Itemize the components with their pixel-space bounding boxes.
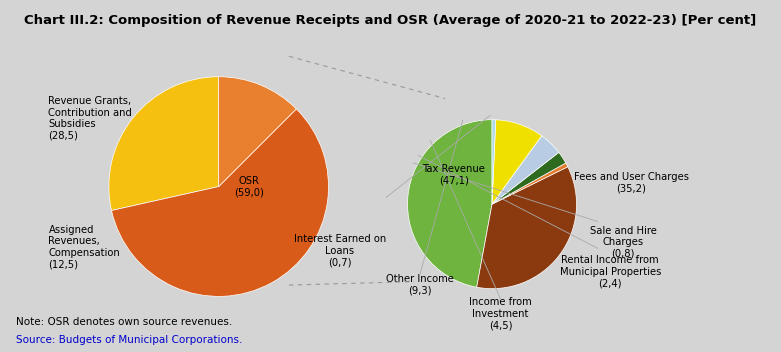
Text: Sale and Hire
Charges
(0,8): Sale and Hire Charges (0,8) (590, 226, 656, 259)
Text: Revenue Grants,
Contribution and
Subsidies
(28,5): Revenue Grants, Contribution and Subsidi… (48, 96, 132, 141)
Text: Rental Income from
Municipal Properties
(2,4): Rental Income from Municipal Properties … (560, 255, 661, 288)
Wedge shape (219, 77, 296, 187)
Text: Interest Earned on
Loans
(0,7): Interest Earned on Loans (0,7) (294, 234, 386, 267)
Text: Other Income
(9,3): Other Income (9,3) (387, 274, 455, 295)
Wedge shape (492, 163, 568, 204)
Wedge shape (112, 109, 329, 296)
Wedge shape (492, 120, 496, 204)
Text: OSR
(59,0): OSR (59,0) (234, 176, 264, 197)
Wedge shape (492, 152, 565, 204)
Wedge shape (492, 120, 542, 204)
Wedge shape (476, 167, 576, 289)
Wedge shape (492, 136, 558, 204)
Wedge shape (109, 77, 219, 210)
Text: Assigned
Revenues,
Compensation
(12,5): Assigned Revenues, Compensation (12,5) (48, 225, 120, 269)
Text: Chart III.2: Composition of Revenue Receipts and OSR (Average of 2020-21 to 2022: Chart III.2: Composition of Revenue Rece… (24, 14, 757, 27)
Wedge shape (408, 120, 492, 287)
Text: Source: Budgets of Municipal Corporations.: Source: Budgets of Municipal Corporation… (16, 335, 242, 345)
Text: Income from
Investment
(4,5): Income from Investment (4,5) (469, 297, 532, 331)
Text: Tax Revenue
(47,1): Tax Revenue (47,1) (423, 164, 486, 186)
Text: Fees and User Charges
(35,2): Fees and User Charges (35,2) (574, 172, 689, 194)
Text: Note: OSR denotes own source revenues.: Note: OSR denotes own source revenues. (16, 318, 232, 327)
